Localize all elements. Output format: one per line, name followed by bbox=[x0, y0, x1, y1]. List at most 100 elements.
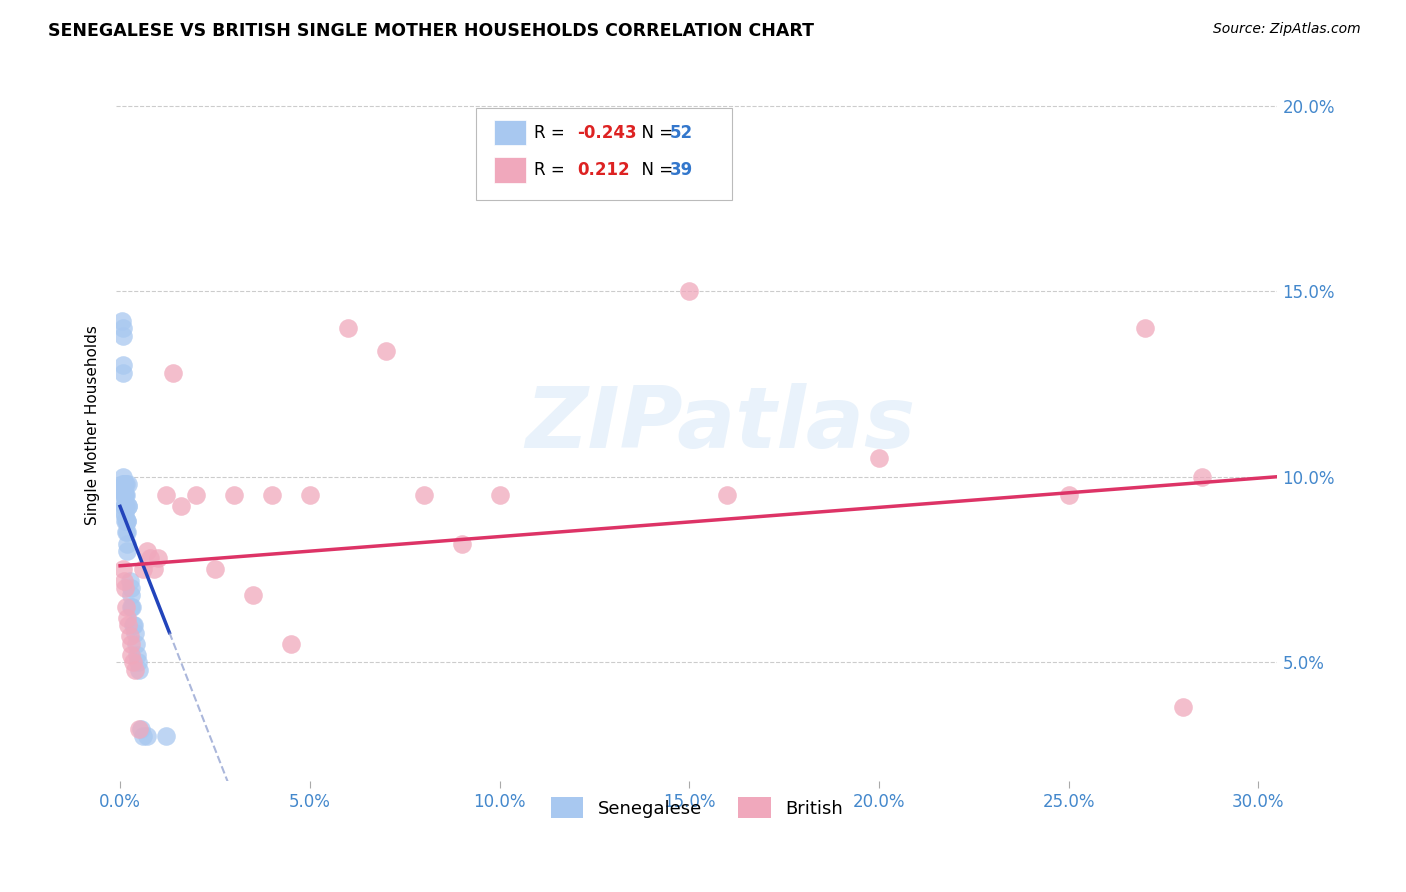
Point bbox=[120, 648, 142, 662]
Point bbox=[112, 562, 135, 576]
Point bbox=[280, 637, 302, 651]
Point bbox=[124, 625, 146, 640]
Point bbox=[125, 637, 148, 651]
Point bbox=[112, 366, 135, 380]
Text: N =: N = bbox=[631, 124, 678, 142]
Point bbox=[115, 514, 138, 528]
Point bbox=[336, 321, 359, 335]
Point bbox=[132, 730, 155, 744]
Point bbox=[868, 451, 890, 466]
Point bbox=[716, 488, 738, 502]
Point bbox=[112, 488, 135, 502]
Point bbox=[135, 544, 157, 558]
Point bbox=[132, 562, 155, 576]
Point bbox=[121, 599, 143, 614]
Point bbox=[114, 599, 136, 614]
Point bbox=[117, 500, 139, 514]
Point bbox=[112, 477, 135, 491]
Point bbox=[124, 663, 146, 677]
Text: ZIPatlas: ZIPatlas bbox=[524, 384, 915, 467]
Point bbox=[114, 477, 136, 491]
Point bbox=[117, 500, 139, 514]
Point bbox=[450, 536, 472, 550]
Point bbox=[128, 663, 150, 677]
Point bbox=[117, 618, 139, 632]
Point bbox=[120, 581, 142, 595]
Point bbox=[124, 618, 146, 632]
Point bbox=[127, 648, 149, 662]
Point bbox=[114, 488, 136, 502]
Point bbox=[114, 500, 136, 514]
Text: N =: N = bbox=[631, 161, 678, 178]
Point bbox=[114, 488, 136, 502]
Point bbox=[260, 488, 283, 502]
Point bbox=[114, 500, 136, 514]
Point bbox=[488, 488, 510, 502]
Point bbox=[143, 562, 166, 576]
Point bbox=[128, 722, 150, 736]
Text: R =: R = bbox=[534, 161, 575, 178]
Text: 52: 52 bbox=[671, 124, 693, 142]
FancyBboxPatch shape bbox=[494, 120, 526, 145]
Point bbox=[111, 469, 134, 483]
Point bbox=[112, 328, 135, 343]
Point bbox=[139, 551, 162, 566]
Point bbox=[111, 488, 134, 502]
Point bbox=[112, 321, 135, 335]
Point bbox=[115, 525, 138, 540]
Point bbox=[122, 655, 145, 669]
Point bbox=[120, 637, 142, 651]
Point bbox=[678, 284, 700, 298]
Point bbox=[120, 589, 142, 603]
Text: 39: 39 bbox=[671, 161, 693, 178]
Point bbox=[117, 477, 139, 491]
Point bbox=[112, 477, 135, 491]
Point bbox=[127, 655, 149, 669]
Point bbox=[112, 500, 135, 514]
Text: SENEGALESE VS BRITISH SINGLE MOTHER HOUSEHOLDS CORRELATION CHART: SENEGALESE VS BRITISH SINGLE MOTHER HOUS… bbox=[48, 22, 814, 40]
Point bbox=[298, 488, 321, 502]
Point bbox=[112, 500, 135, 514]
Point bbox=[1133, 321, 1156, 335]
Point bbox=[112, 507, 135, 521]
Point bbox=[114, 514, 136, 528]
Text: R =: R = bbox=[534, 124, 571, 142]
Point bbox=[204, 562, 226, 576]
Text: 0.212: 0.212 bbox=[578, 161, 630, 178]
Point bbox=[115, 536, 138, 550]
Point bbox=[162, 366, 184, 380]
Point bbox=[170, 500, 193, 514]
Point bbox=[1171, 699, 1194, 714]
Point bbox=[114, 477, 136, 491]
Point bbox=[374, 343, 396, 358]
Point bbox=[184, 488, 207, 502]
Point bbox=[146, 551, 169, 566]
Point bbox=[112, 484, 135, 499]
FancyBboxPatch shape bbox=[477, 108, 731, 201]
Point bbox=[115, 514, 138, 528]
Point bbox=[114, 500, 136, 514]
Point bbox=[122, 618, 145, 632]
Text: Source: ZipAtlas.com: Source: ZipAtlas.com bbox=[1213, 22, 1361, 37]
Point bbox=[120, 599, 142, 614]
Point bbox=[114, 507, 136, 521]
Point bbox=[129, 722, 152, 736]
Point bbox=[114, 500, 136, 514]
Text: -0.243: -0.243 bbox=[578, 124, 637, 142]
Point bbox=[111, 314, 134, 328]
Point bbox=[115, 514, 138, 528]
Point bbox=[412, 488, 434, 502]
Point bbox=[118, 574, 141, 588]
Point bbox=[155, 730, 177, 744]
Point bbox=[111, 477, 134, 491]
Point bbox=[155, 488, 177, 502]
Point bbox=[1057, 488, 1080, 502]
Point bbox=[242, 589, 264, 603]
Point bbox=[222, 488, 245, 502]
Point bbox=[115, 544, 138, 558]
Point bbox=[112, 574, 135, 588]
Point bbox=[115, 525, 138, 540]
Legend: Senegalese, British: Senegalese, British bbox=[544, 790, 851, 825]
Point bbox=[114, 488, 136, 502]
FancyBboxPatch shape bbox=[494, 157, 526, 183]
